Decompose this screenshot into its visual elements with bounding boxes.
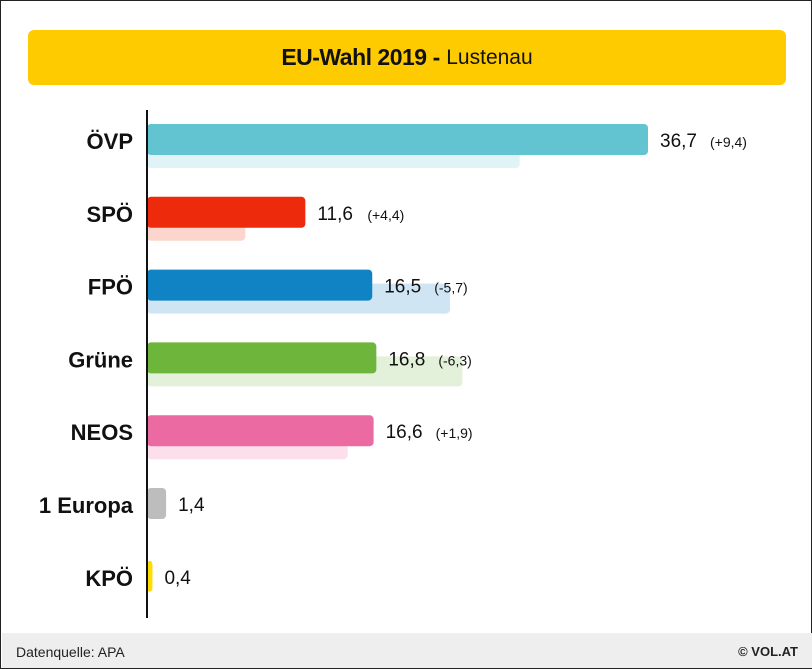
data-source: Datenquelle: APA	[16, 644, 125, 660]
change-label-0: (+9,4)	[710, 134, 747, 150]
title-separator: -	[432, 44, 441, 70]
bar-chart: ÖVP SPÖ FPÖ Grüne NEOS 1 Europa KPÖ 36,7 (+9,4)…	[39, 110, 747, 618]
category-label-6: KPÖ	[85, 566, 133, 591]
bar-1	[147, 196, 306, 228]
change-label-2: (-5,7)	[434, 280, 467, 296]
current-result-bars	[147, 124, 648, 592]
category-labels: ÖVP SPÖ FPÖ Grüne NEOS 1 Europa KPÖ	[39, 129, 134, 591]
footer-bar: Datenquelle: APA © VOL.AT	[2, 633, 812, 668]
value-labels: 36,7 (+9,4) 11,6 (+4,4) 16,5 (-5,7) 16,8 (-6,3)…	[164, 131, 747, 589]
change-label-4: (+1,9)	[436, 425, 473, 441]
change-label-1: (+4,4)	[367, 207, 404, 223]
category-label-3: Grüne	[68, 347, 133, 372]
value-label-4: 16,6	[386, 422, 423, 443]
category-label-4: NEOS	[71, 420, 133, 445]
category-label-2: FPÖ	[88, 275, 133, 300]
value-label-3: 16,8	[388, 349, 425, 370]
category-label-0: ÖVP	[87, 129, 133, 154]
title-banner: EU-Wahl 2019 - Lustenau	[28, 30, 786, 85]
value-label-5: 1,4	[178, 495, 205, 516]
value-label-0: 36,7	[660, 131, 697, 152]
value-label-2: 16,5	[384, 277, 421, 298]
category-label-5: 1 Europa	[39, 493, 134, 518]
bar-4	[147, 415, 374, 447]
value-label-1: 11,6	[317, 204, 353, 225]
category-label-1: SPÖ	[87, 202, 133, 227]
chart-title: EU-Wahl 2019	[281, 44, 427, 70]
bar-0	[147, 124, 648, 155]
bar-6	[147, 560, 153, 592]
bar-5	[147, 488, 167, 519]
change-label-3: (-6,3)	[438, 352, 471, 368]
chart-subtitle: Lustenau	[446, 45, 533, 69]
value-label-6: 0,4	[164, 568, 191, 589]
bar-2	[147, 269, 373, 301]
bar-3	[147, 342, 377, 374]
brand-logo: © VOL.AT	[738, 644, 798, 659]
